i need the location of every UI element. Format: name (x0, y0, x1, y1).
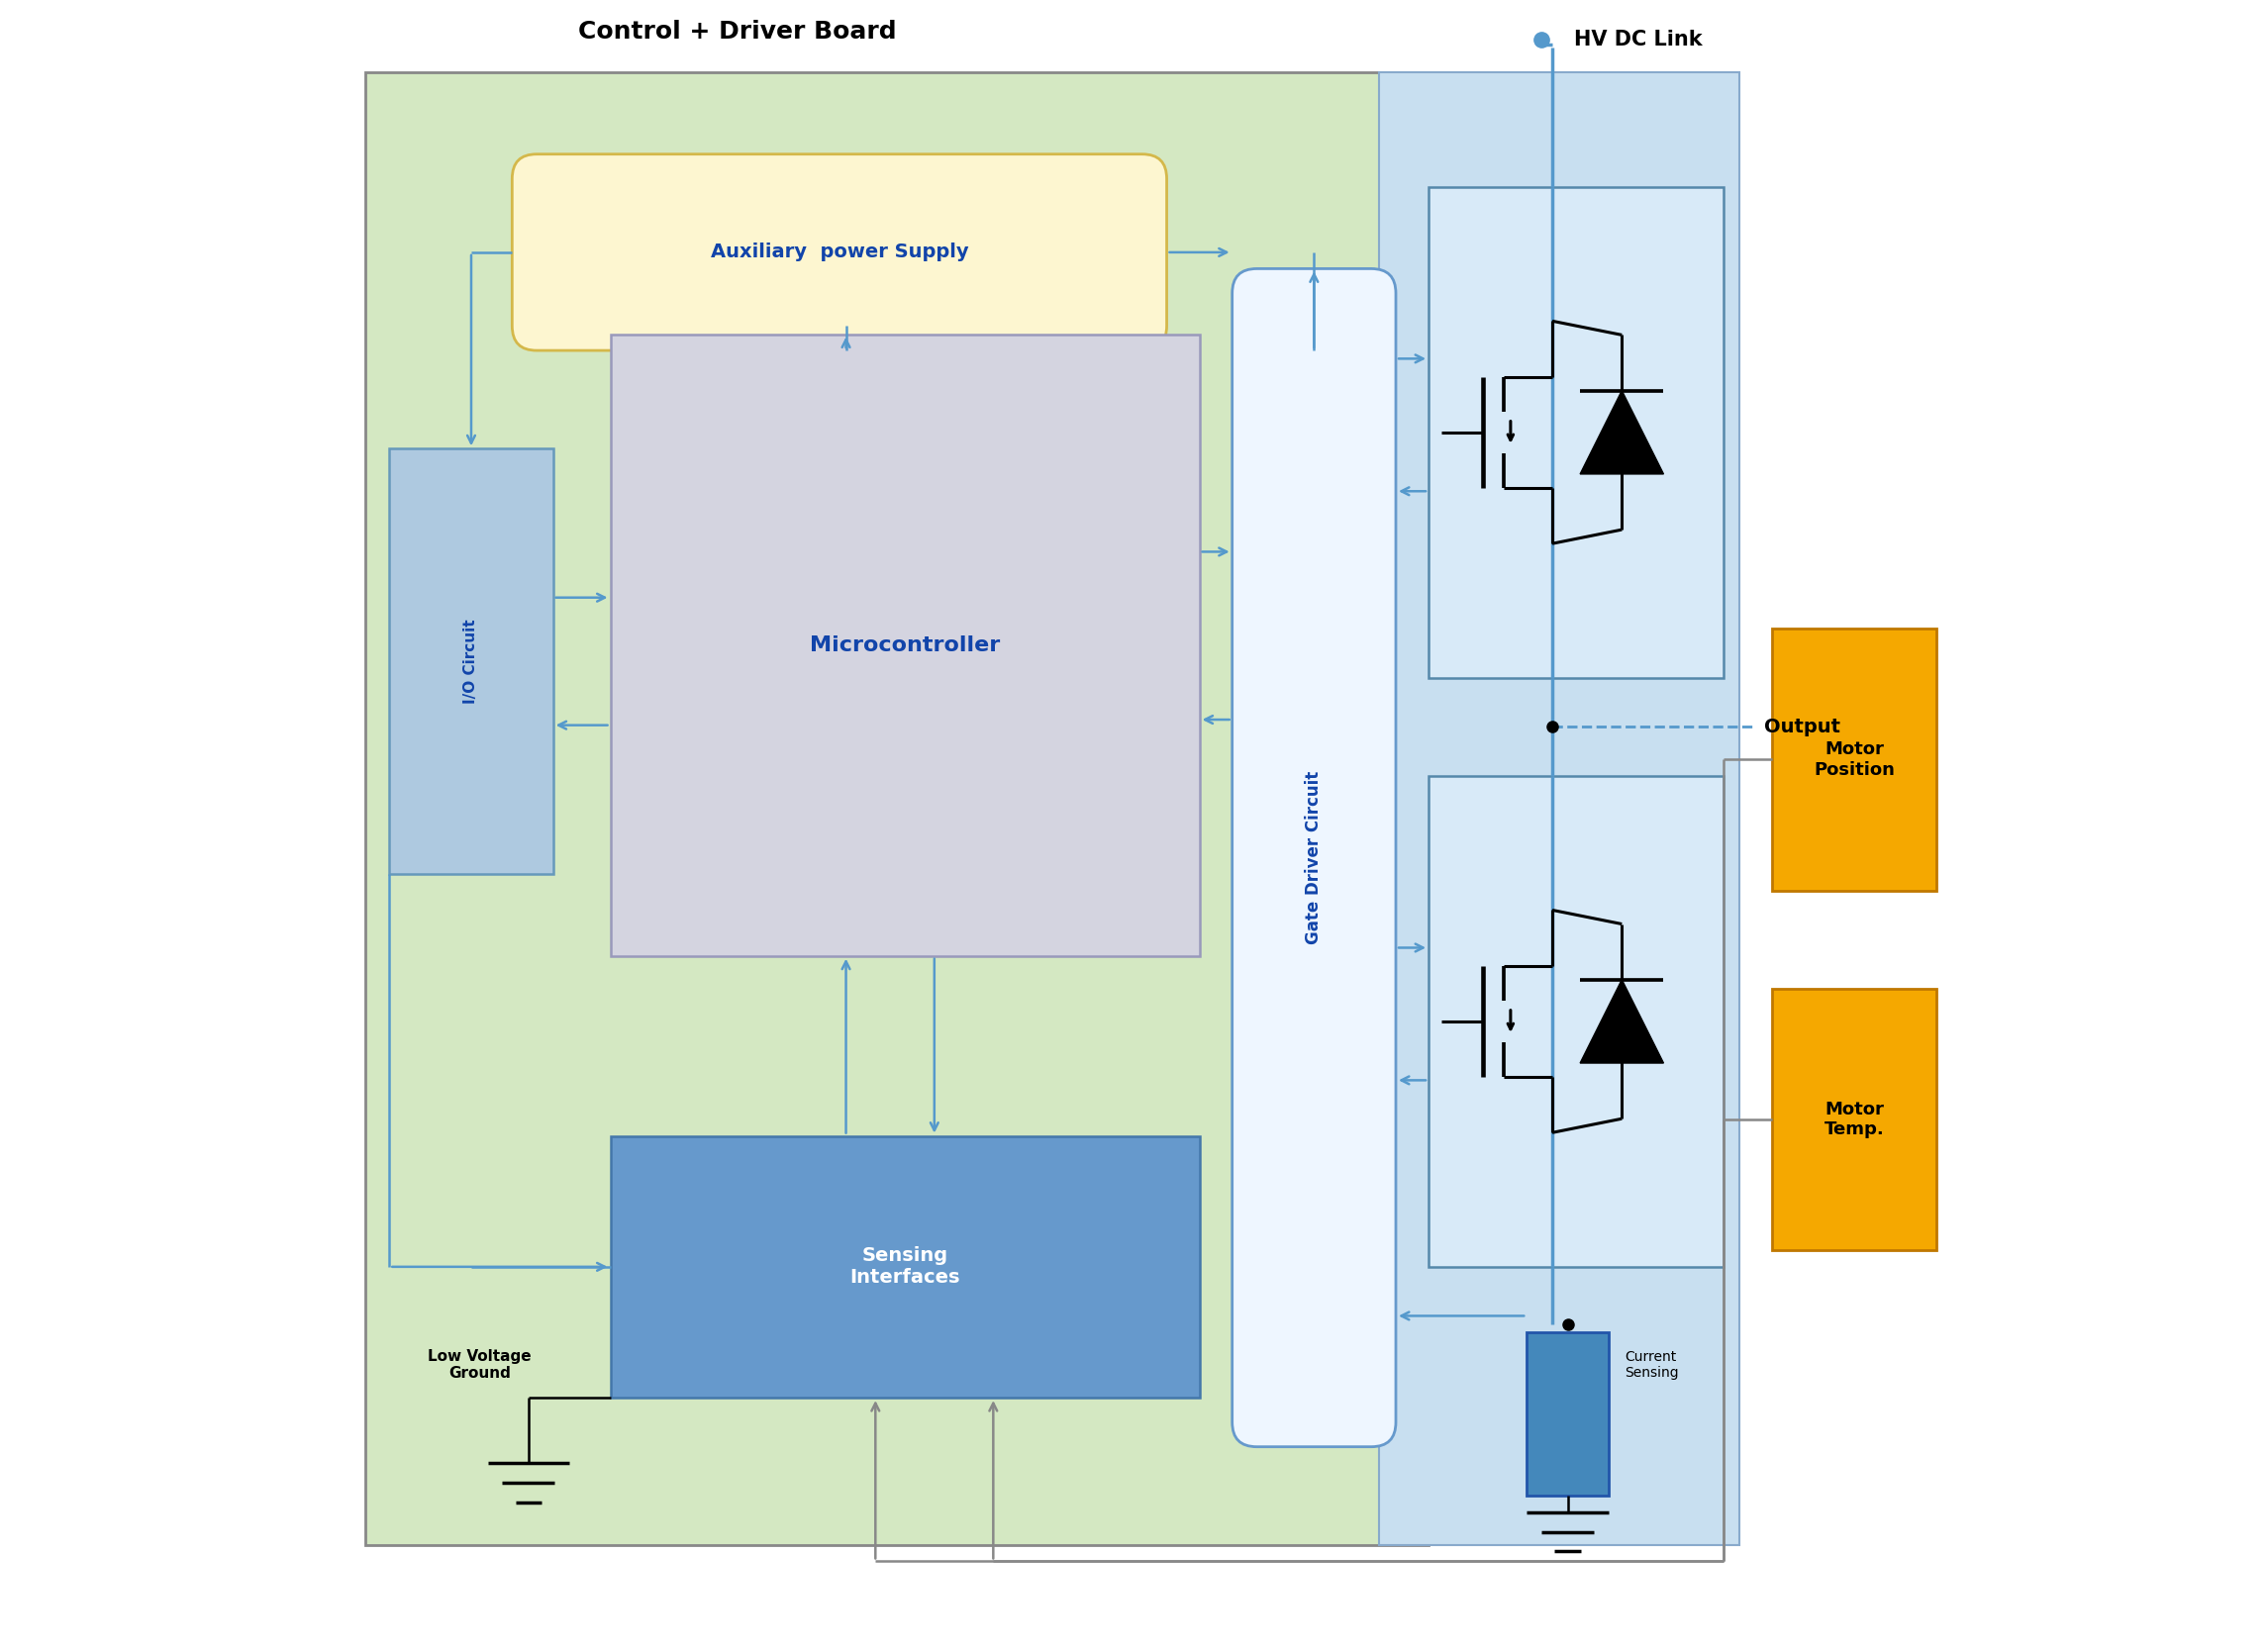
Text: Control + Driver Board: Control + Driver Board (578, 20, 896, 43)
Text: Output: Output (1765, 718, 1839, 736)
Bar (610, 1135, 1200, 1398)
Bar (1771, 629, 1937, 891)
Text: Low Voltage
Ground: Low Voltage Ground (429, 1350, 531, 1381)
Text: Auxiliary  power Supply: Auxiliary power Supply (710, 243, 968, 262)
Bar (390, 449, 553, 874)
Bar (1379, 73, 1740, 1544)
Bar (1429, 776, 1724, 1267)
Text: Motor
Temp.: Motor Temp. (1823, 1101, 1885, 1138)
Text: Microcontroller: Microcontroller (810, 635, 1000, 655)
FancyBboxPatch shape (513, 153, 1166, 350)
FancyBboxPatch shape (1232, 269, 1395, 1447)
Bar (1526, 1332, 1608, 1497)
Text: Current
Sensing: Current Sensing (1624, 1350, 1678, 1379)
Text: I/O Circuit: I/O Circuit (463, 619, 479, 705)
Text: Motor
Position: Motor Position (1814, 741, 1894, 779)
Bar (1429, 186, 1724, 678)
Polygon shape (1581, 980, 1662, 1063)
Bar (365, 73, 1429, 1544)
Polygon shape (1581, 391, 1662, 474)
Bar (1771, 988, 1937, 1251)
Text: Gate Driver Circuit: Gate Driver Circuit (1304, 771, 1322, 944)
Text: HV DC Link: HV DC Link (1574, 30, 1703, 50)
Text: Sensing
Interfaces: Sensing Interfaces (850, 1246, 959, 1287)
Bar (610, 333, 1200, 955)
